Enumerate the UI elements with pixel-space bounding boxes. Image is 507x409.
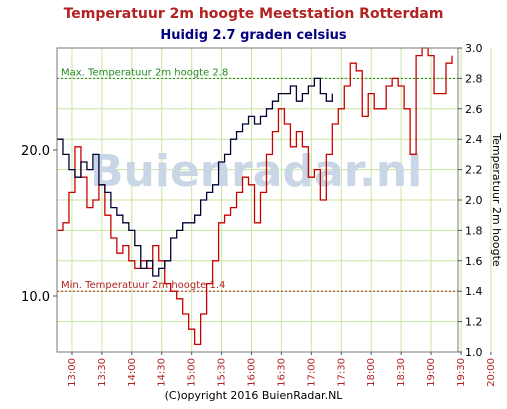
x-axis-labels: 13:00 13:30 14:00 14:30 15:00 15:30 16:00 16:30…: [67, 352, 497, 387]
series-lines: [57, 47, 453, 346]
x-axis-label: 13:30: [97, 358, 108, 387]
x-axis-label: 18:00: [366, 358, 377, 387]
x-axis-label: 14:00: [127, 358, 138, 387]
x-axis-label: 16:00: [247, 358, 258, 387]
x-axis-label: 17:00: [306, 358, 317, 387]
series-line: [57, 77, 333, 277]
buienradar-watermark: Buienradar.nl: [90, 146, 422, 197]
right-axis-label: 1.0: [465, 346, 483, 359]
chart-subtitle: Huidig 2.7 graden celsius: [160, 28, 347, 43]
left-axis-label: 20.0: [21, 144, 50, 159]
right-axis-label: 1.8: [465, 224, 483, 237]
copyright: (C)opyright 2016 BuienRadar.NL: [164, 389, 343, 402]
right-axis-label: 1.4: [465, 285, 483, 298]
right-axis-label: 1.2: [465, 316, 483, 329]
x-axis-label: 19:00: [426, 358, 437, 387]
series-line: [57, 47, 453, 346]
right-axis-label: 2.0: [465, 194, 483, 207]
left-axis-labels: 10.0 20.0: [21, 144, 57, 305]
right-axis-label: 2.4: [465, 133, 483, 146]
x-axis-label: 17:30: [336, 358, 347, 387]
reference-lines: Max. Temperatuur 2m hoogte 2.8 Min. Tempe…: [57, 67, 458, 292]
right-axis-label: 2.6: [465, 103, 483, 116]
right-axis-title: Temperatuur 2m hoogte: [490, 132, 503, 267]
x-axis-label: 20:00: [486, 358, 497, 387]
reference-line-label: Min. Temperatuur 2m hoogte 1.4: [61, 280, 225, 291]
right-axis-label: 1.6: [465, 255, 483, 268]
x-axis-label: 15:00: [187, 358, 198, 387]
x-axis-label: 15:30: [217, 358, 228, 387]
right-axis-label: 2.8: [465, 72, 483, 85]
right-axis-labels: 1.0 1.2 1.4 1.6 1.8 2.0 2.2 2.4 2.6 2.8 3.0: [458, 42, 483, 359]
right-axis-label: 3.0: [465, 42, 483, 55]
right-axis-label: 2.2: [465, 164, 483, 177]
x-axis-label: 19:30: [456, 358, 467, 387]
x-axis-label: 16:30: [276, 358, 287, 387]
x-axis-label: 18:30: [396, 358, 407, 387]
chart-title: Temperatuur 2m hoogte Meetstation Rotter…: [63, 6, 444, 22]
x-axis-label: 14:30: [157, 358, 168, 387]
reference-line-label: Max. Temperatuur 2m hoogte 2.8: [61, 67, 228, 78]
left-axis-label: 10.0: [21, 290, 50, 305]
x-axis-label: 13:00: [67, 358, 78, 387]
watermark-text: Buienradar.nl: [90, 146, 422, 197]
